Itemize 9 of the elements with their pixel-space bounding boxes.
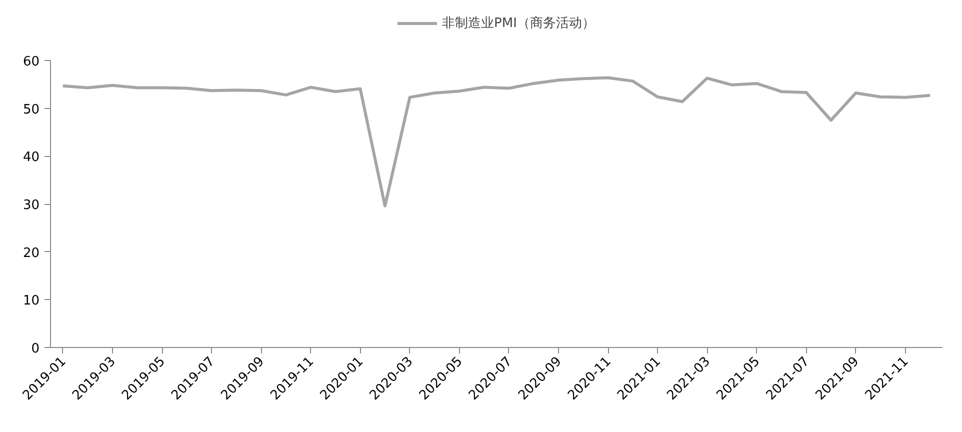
line-series: [61, 76, 932, 208]
y-tick-label: 30: [22, 198, 40, 213]
y-tick-label: 40: [22, 150, 40, 166]
y-tick-label: 50: [22, 102, 40, 118]
y-tick-label: 0: [31, 342, 40, 356]
legend-label: 非制造业PMI（商务活动）: [442, 14, 595, 32]
y-tick-label: 60: [22, 54, 40, 70]
y-tick-label: 10: [22, 294, 40, 309]
y-tick-label: 20: [22, 246, 40, 261]
